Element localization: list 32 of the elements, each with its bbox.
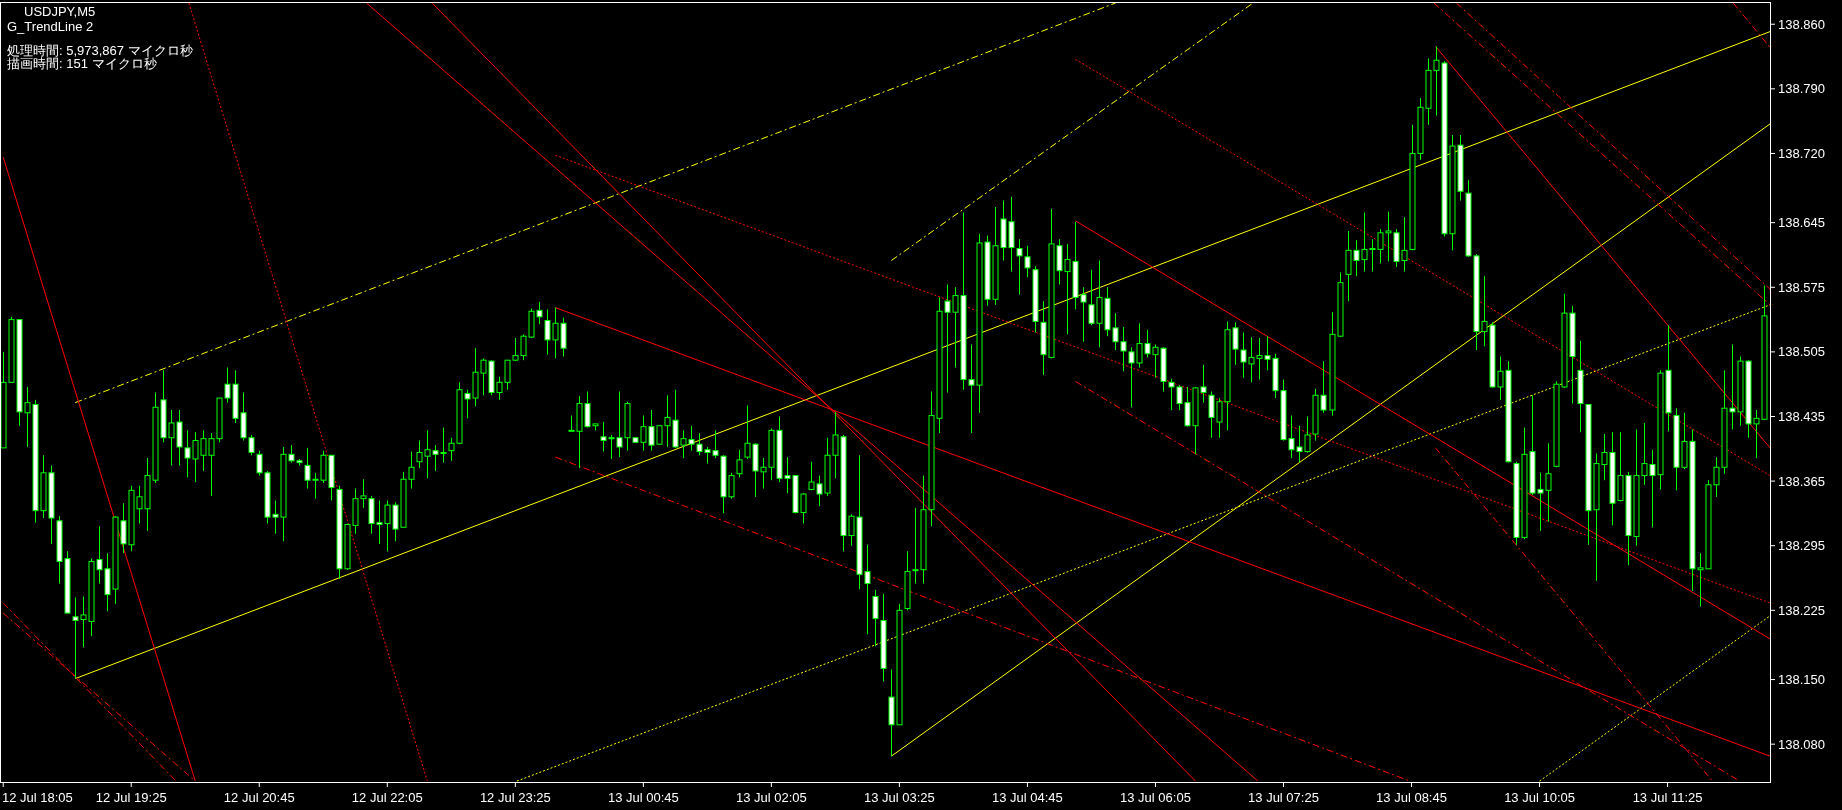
y-tick-label: 138.295 bbox=[1778, 538, 1825, 554]
x-tick-label: 13 Jul 03:25 bbox=[863, 790, 935, 805]
text: G_TrendLine 2 bbox=[7, 19, 94, 34]
annotation: 描画時間: 151 マイクロ秒 bbox=[7, 56, 157, 71]
x-tick-label: 13 Jul 04:45 bbox=[992, 790, 1063, 805]
candlestick bbox=[736, 449, 743, 478]
x-tick-label: 13 Jul 08:45 bbox=[1376, 790, 1447, 805]
x-tick-label: 12 Jul 22:05 bbox=[351, 790, 423, 805]
y-tick-label: 138.645 bbox=[1778, 215, 1825, 231]
candlestick bbox=[872, 589, 879, 647]
x-tick-label: 12 Jul 18:05 bbox=[2, 790, 73, 805]
y-tick-label: 138.150 bbox=[1778, 672, 1825, 688]
y-tick-label: 138.080 bbox=[1778, 736, 1825, 752]
x-tick-label: 13 Jul 02:05 bbox=[735, 790, 807, 805]
x-tick-label: 13 Jul 00:45 bbox=[607, 790, 679, 805]
x-tick-label: 13 Jul 07:25 bbox=[1248, 790, 1319, 805]
y-tick-label: 138.860 bbox=[1778, 16, 1825, 32]
annotation: 処理時間: 5,973,867 マイクロ秒 bbox=[7, 43, 193, 58]
y-tick-label: 138.720 bbox=[1778, 146, 1825, 161]
chart-title: USDJPY,M5 bbox=[24, 4, 96, 19]
x-tick-label: 13 Jul 10:05 bbox=[1504, 790, 1575, 805]
x-tick-label: 12 Jul 20:45 bbox=[223, 790, 295, 805]
y-tick-label: 138.365 bbox=[1778, 473, 1825, 489]
y-tick-label: 138.435 bbox=[1778, 409, 1825, 425]
x-tick-label: 13 Jul 06:05 bbox=[1120, 790, 1191, 805]
y-tick-label: 138.505 bbox=[1778, 344, 1825, 360]
x-tick-label: 12 Jul 19:25 bbox=[95, 790, 167, 805]
x-tick-label: 12 Jul 23:25 bbox=[479, 790, 551, 805]
y-tick-label: 138.790 bbox=[1778, 81, 1825, 97]
y-tick-label: 138.575 bbox=[1778, 279, 1825, 295]
x-tick-label: 13 Jul 11:25 bbox=[1632, 790, 1703, 805]
y-tick-label: 138.225 bbox=[1778, 602, 1825, 618]
